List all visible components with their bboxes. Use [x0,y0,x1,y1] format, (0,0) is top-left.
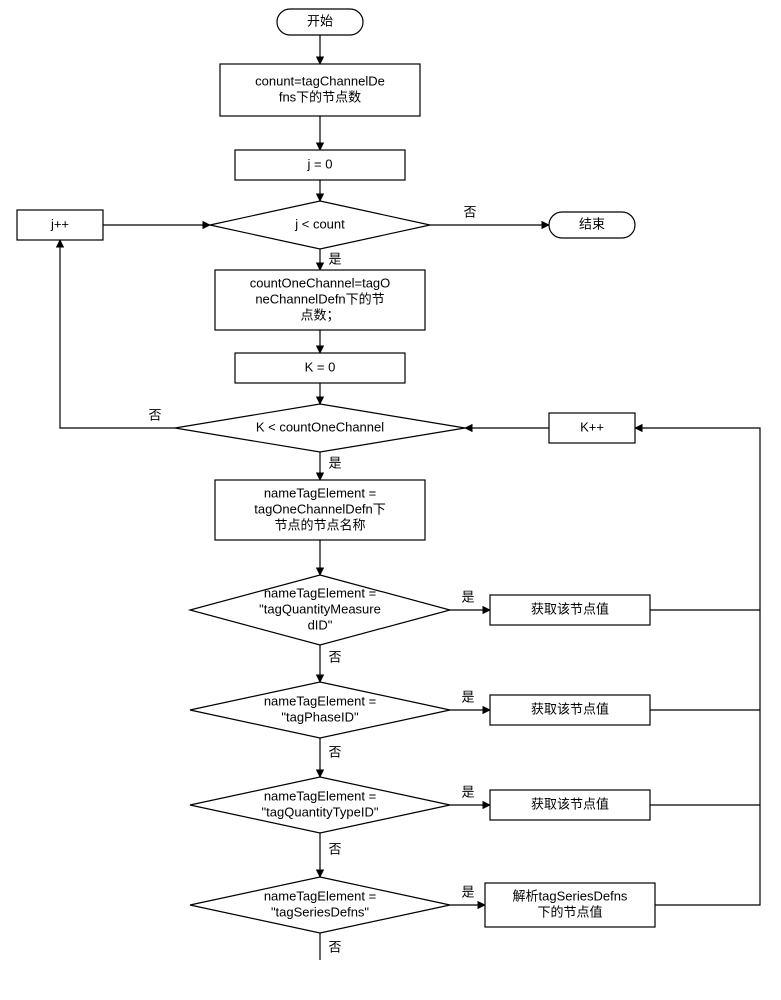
node-label: "tagSeriesDefns" [271,904,369,919]
node-label: K++ [580,419,604,434]
node-label: nameTagElement = [264,693,376,708]
node-d_qt: nameTagElement ="tagQuantityTypeID" [190,777,450,833]
node-p_qm: 获取该节点值 [490,595,650,625]
node-label: 点数； [300,307,339,323]
node-start: 开始 [277,9,363,35]
node-d_ph: nameTagElement ="tagPhaseID" [190,682,450,738]
node-label: 解析tagSeriesDefns [513,888,628,903]
node-p_ph: 获取该节点值 [490,695,650,725]
node-label: "tagQuantityTypeID" [262,804,379,819]
node-p_qt: 获取该节点值 [490,790,650,820]
edge-label: 是 [328,251,341,266]
node-p_j0: j = 0 [235,150,405,180]
node-p_jpp: j++ [17,210,103,240]
node-label: nameTagElement = [264,888,376,903]
node-label: tagOneChannelDefn下 [254,501,386,516]
node-label: nameTagElement = [264,788,376,803]
node-d_kcone: K < countOneChannel [175,404,465,452]
node-d_jcount: j < count [210,201,430,249]
node-label: 下的节点值 [537,904,602,919]
flowchart: 否是否是是否是否是否是否开始conunt=tagChannelDefns下的节点… [0,0,781,1000]
node-label: K = 0 [305,359,336,374]
edge-label: 否 [328,744,341,759]
edge-label: 是 [328,455,341,470]
edge-label: 是 [461,689,474,704]
edge-label: 否 [148,407,161,422]
node-label: 开始 [307,13,333,28]
node-label: countOneChannel=tagO [250,275,391,290]
node-p_sd: 解析tagSeriesDefns下的节点值 [485,883,655,927]
node-label: "tagQuantityMeasure [259,601,381,616]
node-label: 结束 [579,216,605,231]
edge-label: 否 [328,939,341,954]
node-label: 获取该节点值 [531,796,609,811]
node-p_name: nameTagElement =tagOneChannelDefn下节点的节点名… [215,480,425,540]
node-label: j++ [50,216,69,231]
node-label: 节点的节点名称 [274,517,365,532]
edge [635,428,760,610]
edge-label: 否 [328,841,341,856]
edge-label: 是 [461,884,474,899]
node-d_sd: nameTagElement ="tagSeriesDefns" [190,877,450,933]
node-label: j < count [294,216,345,231]
node-label: K < countOneChannel [256,419,384,434]
node-label: nameTagElement = [264,585,376,600]
node-label: neChannelDefn下的节 [255,291,384,306]
edge-label: 否 [463,204,476,219]
edge-label: 是 [461,784,474,799]
node-p_k0: K = 0 [235,353,405,383]
node-label: fns下的节点数 [279,89,361,104]
node-p_count: conunt=tagChannelDefns下的节点数 [220,64,420,116]
node-end: 结束 [549,212,635,238]
node-label: j = 0 [307,156,333,171]
node-label: "tagPhaseID" [281,709,359,724]
node-p_kpp: K++ [549,413,635,443]
node-label: dID" [308,617,333,632]
node-label: 获取该节点值 [531,701,609,716]
node-p_cone: countOneChannel=tagOneChannelDefn下的节点数； [215,270,425,330]
node-label: 获取该节点值 [531,601,609,616]
edge-label: 是 [461,589,474,604]
edge [60,240,175,428]
edge [655,610,760,905]
node-label: conunt=tagChannelDe [255,73,385,88]
node-label: nameTagElement = [264,485,376,500]
node-d_qm: nameTagElement ="tagQuantityMeasuredID" [190,575,450,645]
edge-label: 否 [328,649,341,664]
